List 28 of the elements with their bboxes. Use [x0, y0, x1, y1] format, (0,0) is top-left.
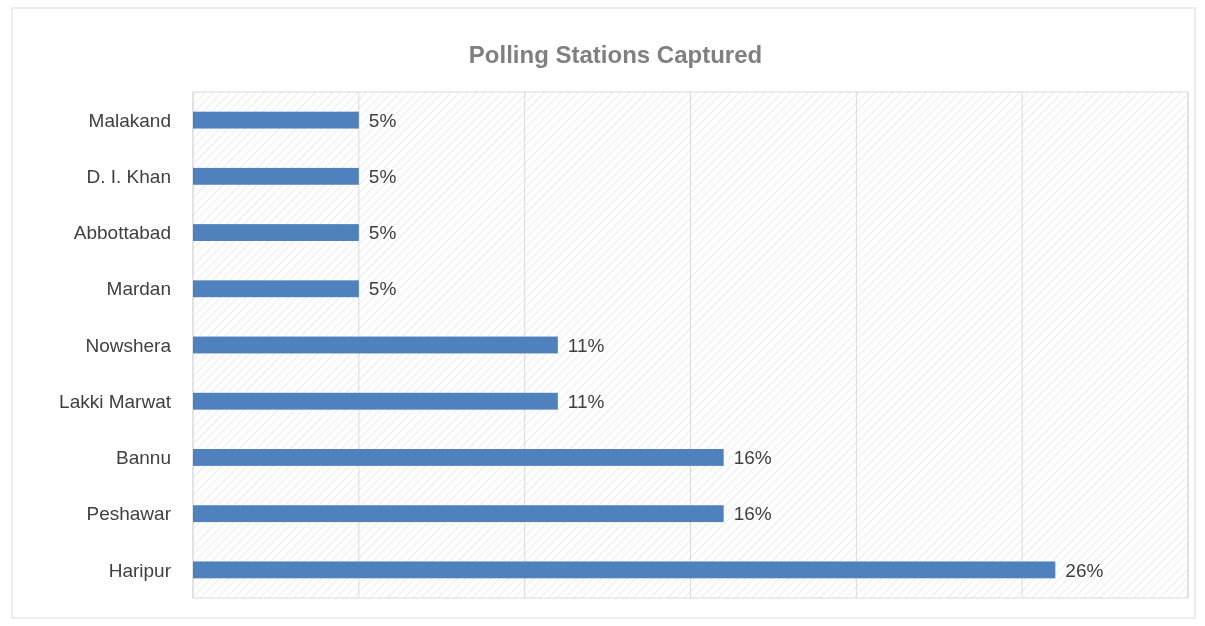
- bar: [193, 280, 359, 298]
- y-tick-label: Nowshera: [85, 334, 172, 356]
- data-label: 11%: [567, 334, 605, 356]
- y-tick-label: Lakki Marwat: [59, 390, 172, 412]
- data-label: 5%: [368, 278, 397, 300]
- data-label: 26%: [1065, 559, 1104, 581]
- data-label: 5%: [368, 165, 397, 187]
- data-label: 11%: [567, 390, 605, 412]
- data-label: 16%: [733, 503, 772, 525]
- bar: [193, 167, 359, 185]
- y-tick-label: D. I. Khan: [86, 165, 171, 187]
- y-tick-label: Haripur: [108, 559, 172, 581]
- data-label: 5%: [368, 222, 397, 244]
- bar: [193, 561, 1056, 579]
- y-tick-label: Abbottabad: [73, 222, 171, 244]
- bar: [193, 449, 724, 466]
- bar: [193, 505, 724, 523]
- data-label: 16%: [733, 447, 772, 469]
- y-tick-label: Mardan: [106, 278, 171, 300]
- y-tick-label: Bannu: [116, 447, 171, 469]
- bar: [193, 224, 359, 241]
- y-tick-label: Malakand: [88, 109, 171, 131]
- bar: [193, 392, 558, 410]
- bar: [193, 111, 359, 129]
- y-tick-label: Peshawar: [86, 503, 172, 525]
- chart-title: Polling Stations Captured: [468, 41, 763, 68]
- bar: [193, 336, 558, 354]
- data-label: 5%: [368, 109, 397, 131]
